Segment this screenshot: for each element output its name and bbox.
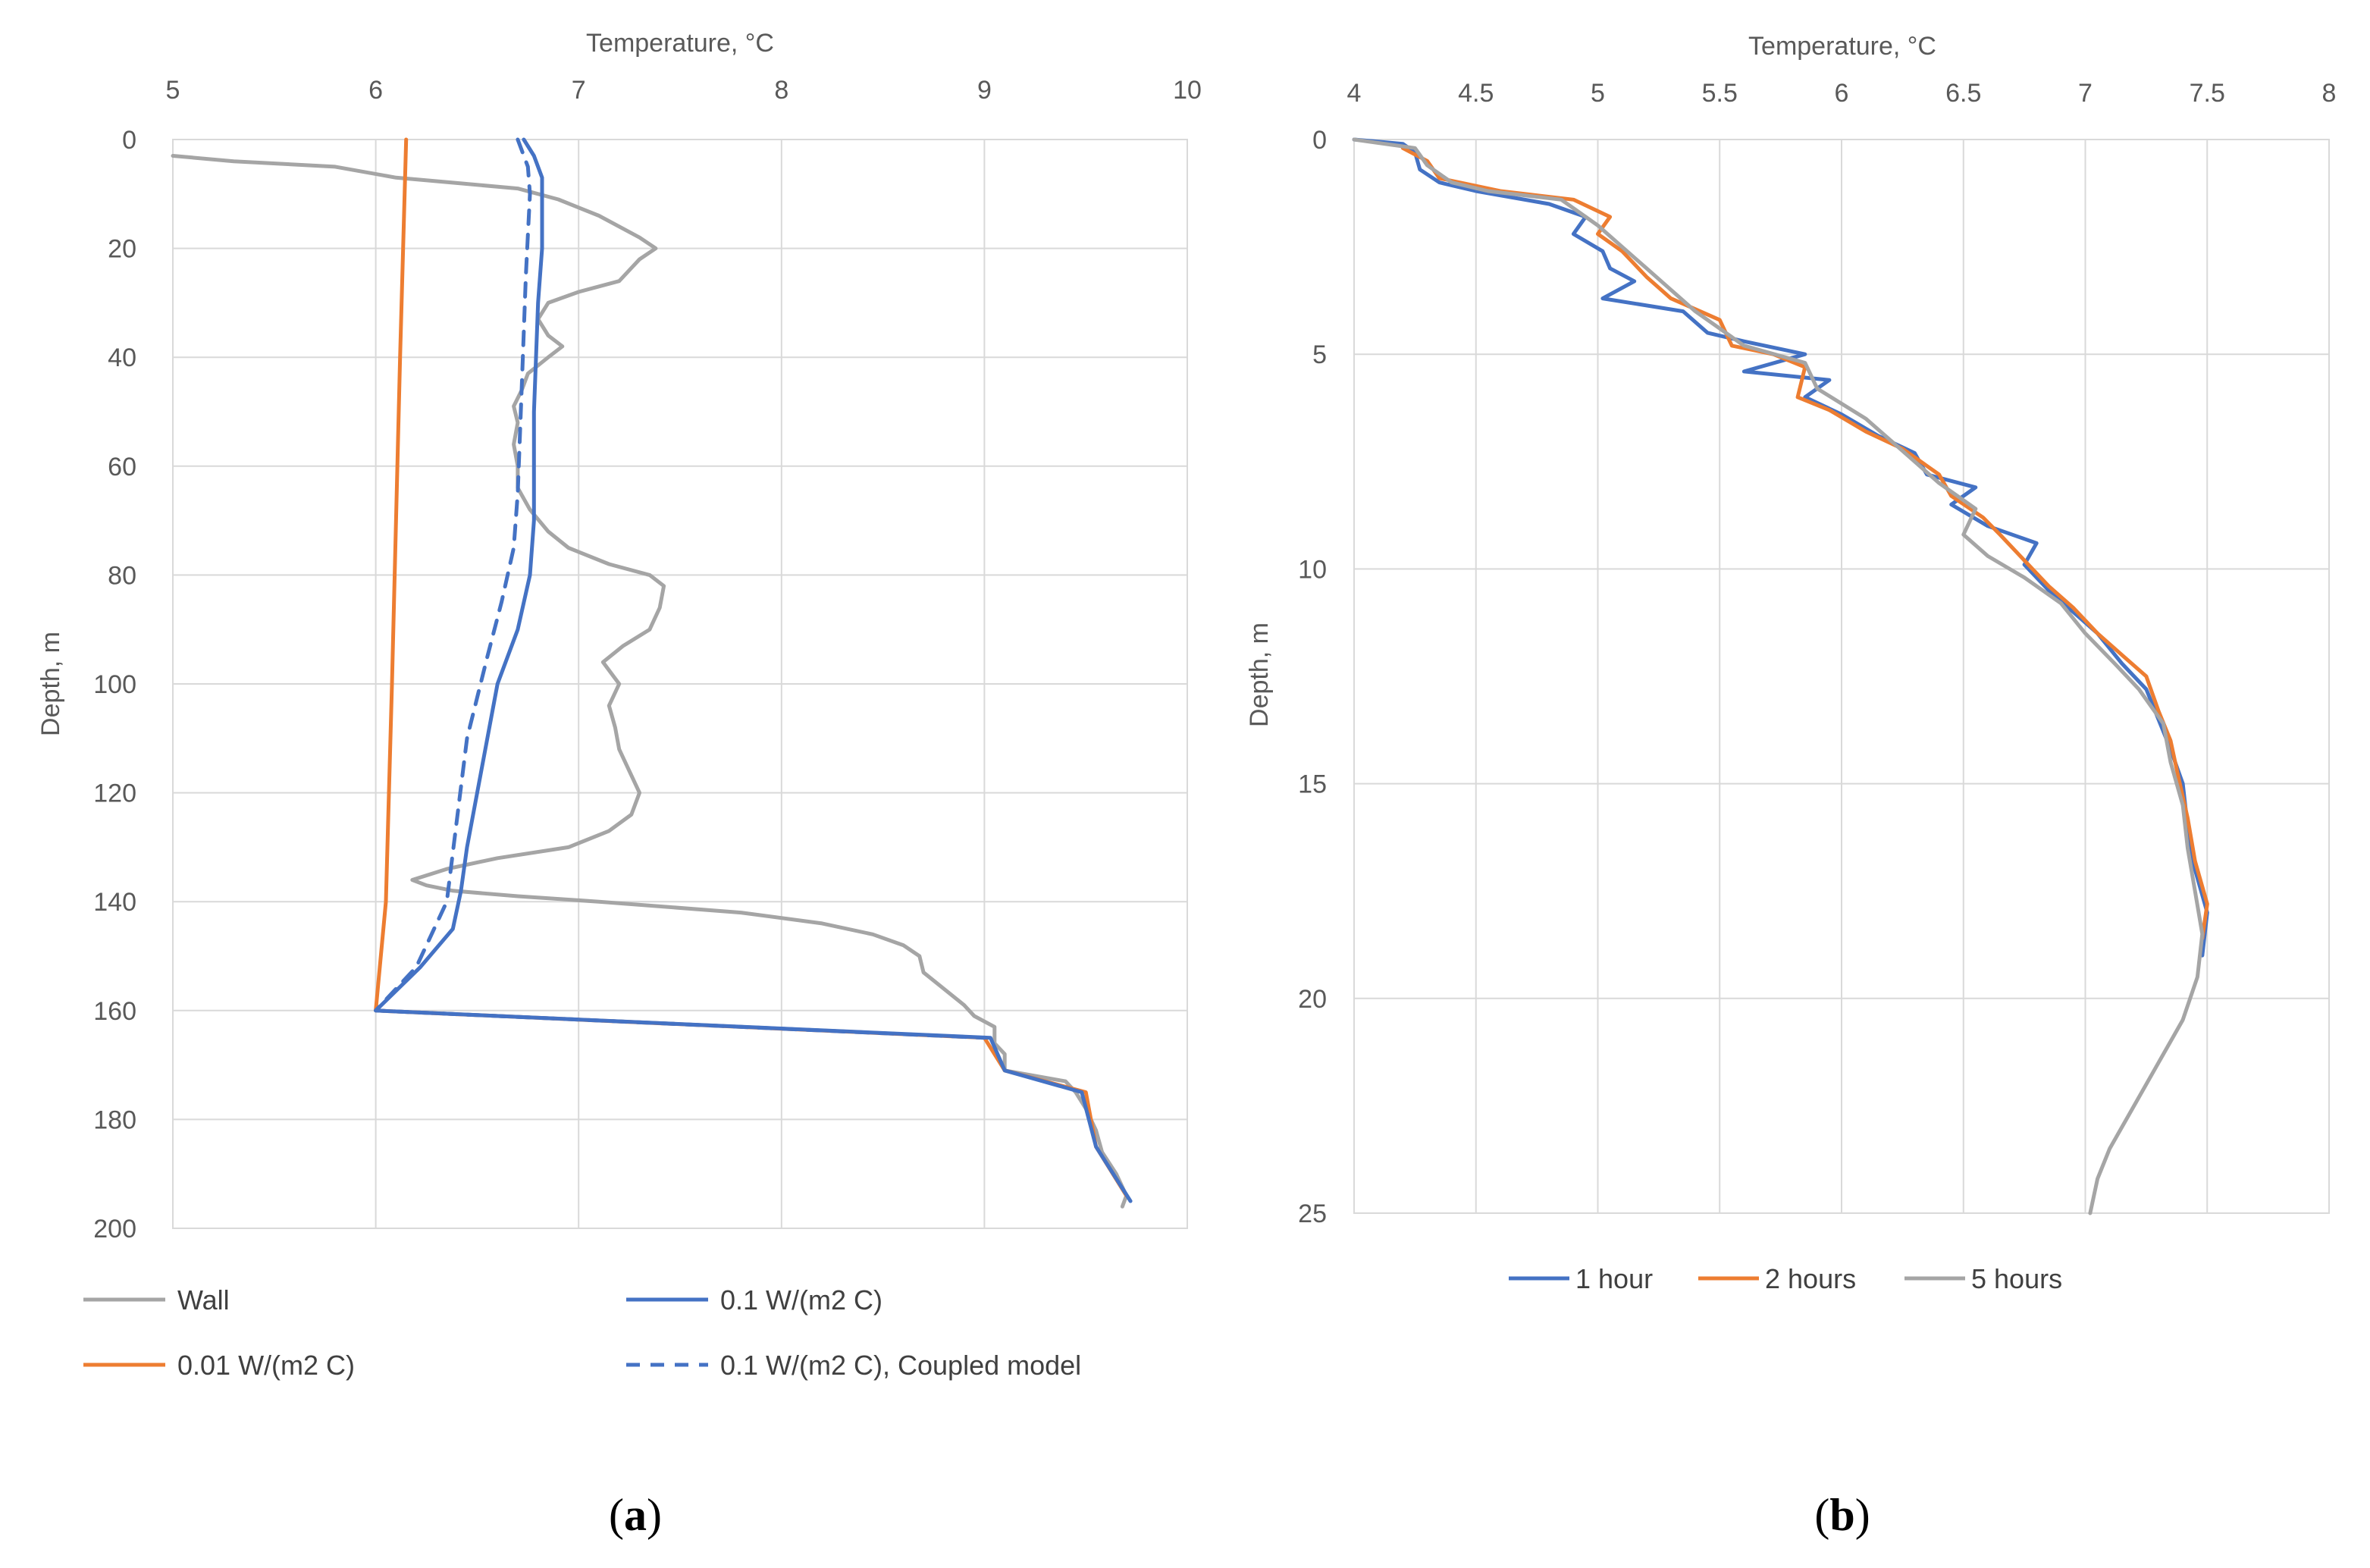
legend-label-0.1-w: 0.1 W/(m2 C) — [720, 1284, 882, 1316]
y-tick-labels: 0 5 10 15 20 25 — [1298, 126, 1327, 1228]
x-tick-label: 4 — [1347, 79, 1362, 108]
y-tick-label: 120 — [93, 779, 136, 808]
y-tick-label: 20 — [1298, 985, 1327, 1014]
legend-label-2-hours: 2 hours — [1765, 1263, 1856, 1294]
y-axis-title: Depth, m — [1245, 622, 1274, 727]
legend-label-wall: Wall — [177, 1284, 230, 1316]
x-tick-label: 8 — [2322, 79, 2337, 108]
y-tick-label: 100 — [93, 670, 136, 699]
chart-panel-b: 4 4.5 5 5.5 6 6.5 7 7.5 8 0 5 10 15 20 25 Temperature… — [1245, 32, 2336, 1540]
x-tick-label: 4.5 — [1458, 79, 1494, 108]
x-tick-label: 6 — [1835, 79, 1849, 108]
series-lines — [171, 137, 1133, 1209]
legend: 1 hour 2 hours 5 hours — [1509, 1263, 2062, 1294]
legend-entry-2-hours[interactable]: 2 hours — [1698, 1263, 1856, 1294]
legend-entry-0.1-w[interactable]: 0.1 W/(m2 C) — [626, 1284, 882, 1316]
y-tick-label: 10 — [1298, 555, 1327, 584]
plot-area-border — [1353, 139, 2330, 1214]
series-line-0-01-w-m2-c — [374, 137, 1129, 1198]
y-tick-label: 0 — [122, 126, 136, 155]
y-tick-label: 180 — [93, 1105, 136, 1134]
legend: Wall 0.1 W/(m2 C) 0.01 W/(m2 C) 0.1 W/(m… — [83, 1284, 1081, 1381]
x-axis-title: Temperature, °C — [1748, 32, 1936, 61]
series-line-0-1-w-m2-c-coupled-model — [374, 137, 986, 1040]
y-tick-label: 25 — [1298, 1200, 1327, 1228]
y-tick-labels: 0 20 40 60 80 100 120 140 160 180 200 — [93, 126, 136, 1243]
legend-label-5-hours: 5 hours — [1971, 1263, 2062, 1294]
legend-entry-0.01-w[interactable]: 0.01 W/(m2 C) — [83, 1350, 355, 1381]
x-axis-title: Temperature, °C — [586, 29, 774, 58]
legend-entry-1-hour[interactable]: 1 hour — [1509, 1263, 1653, 1294]
x-tick-labels: 4 4.5 5 5.5 6 6.5 7 7.5 8 — [1347, 79, 2337, 108]
legend-entry-coupled-model[interactable]: 0.1 W/(m2 C), Coupled model — [626, 1350, 1081, 1381]
y-tick-label: 15 — [1298, 770, 1327, 799]
series-line-0-1-w-m2-c — [374, 137, 1133, 1203]
x-tick-label: 10 — [1173, 76, 1202, 105]
gridlines — [172, 139, 1188, 1229]
y-tick-label: 60 — [108, 453, 136, 481]
series-lines — [1352, 137, 2209, 1215]
x-tick-label: 6.5 — [1945, 79, 1981, 108]
x-tick-label: 7 — [572, 76, 586, 105]
gridlines — [1353, 139, 2330, 1214]
legend-entry-wall[interactable]: Wall — [83, 1284, 230, 1316]
x-tick-labels: 5 6 7 8 9 10 — [166, 76, 1202, 105]
x-tick-label: 7 — [2078, 79, 2093, 108]
y-tick-label: 140 — [93, 888, 136, 917]
x-tick-label: 5 — [166, 76, 180, 105]
y-tick-label: 40 — [108, 343, 136, 372]
panel-caption-a: (a) — [609, 1490, 662, 1540]
y-tick-label: 200 — [93, 1215, 136, 1243]
x-tick-label: 7.5 — [2190, 79, 2225, 108]
x-tick-label: 9 — [977, 76, 992, 105]
y-tick-label: 20 — [108, 235, 136, 264]
legend-label-0.01-w: 0.01 W/(m2 C) — [177, 1350, 355, 1381]
y-tick-label: 5 — [1312, 340, 1327, 369]
series-line-wall — [171, 154, 1129, 1209]
legend-label-1-hour: 1 hour — [1575, 1263, 1653, 1294]
x-tick-label: 5 — [1591, 79, 1605, 108]
plot-area-border — [172, 139, 1188, 1229]
series-line-2-hours — [1400, 146, 2209, 940]
y-tick-label: 0 — [1312, 126, 1327, 155]
series-line-1-hour — [1352, 137, 2209, 958]
y-tick-label: 160 — [93, 997, 136, 1026]
series-line-5-hours — [1352, 137, 2205, 1215]
x-tick-label: 6 — [368, 76, 383, 105]
x-tick-label: 8 — [774, 76, 788, 105]
y-tick-label: 80 — [108, 561, 136, 590]
legend-label-coupled-model: 0.1 W/(m2 C), Coupled model — [720, 1350, 1081, 1381]
y-axis-title: Depth, m — [36, 632, 65, 736]
chart-panel-a: 5 6 7 8 9 10 0 20 40 60 80 100 120 140 160 180 200 Temp… — [36, 29, 1202, 1540]
legend-entry-5-hours[interactable]: 5 hours — [1904, 1263, 2062, 1294]
x-tick-label: 5.5 — [1702, 79, 1738, 108]
panel-caption-b: (b) — [1814, 1490, 1870, 1540]
